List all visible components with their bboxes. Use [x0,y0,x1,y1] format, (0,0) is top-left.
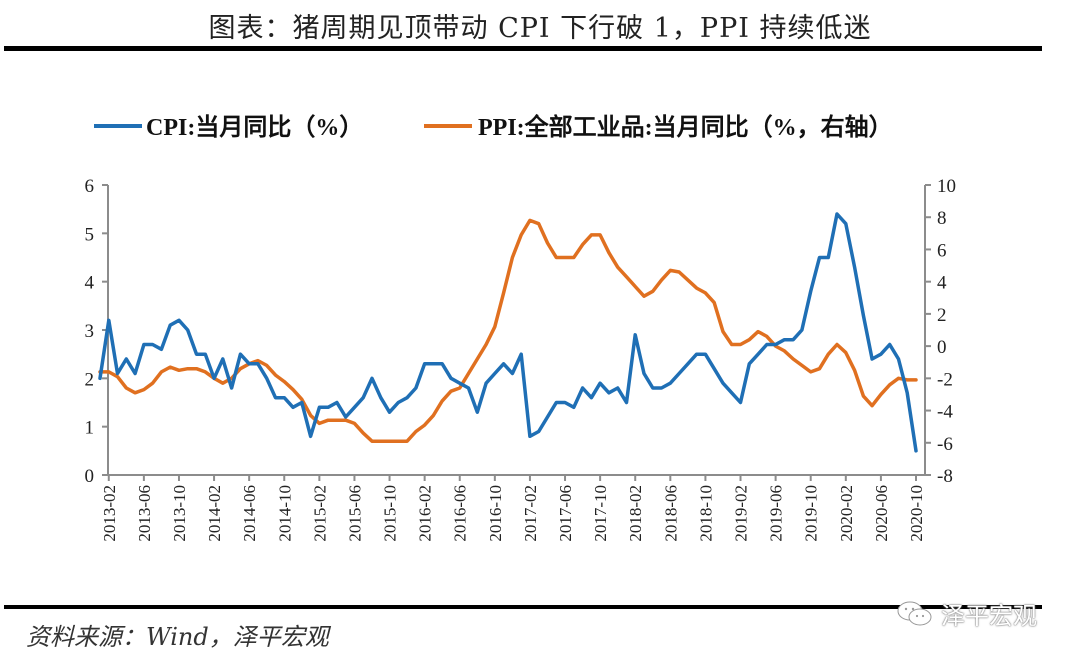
x-tick-label: 2015-10 [381,485,400,542]
left-tick-label: 6 [85,176,95,197]
right-tick-label: -8 [937,466,953,487]
x-tick-label: 2017-06 [556,485,575,542]
x-tick-label: 2020-10 [907,485,926,542]
x-tick-label: 2017-02 [521,485,540,542]
legend: CPI:当月同比（%） PPI:全部工业品:当月同比（%，右轴） [94,113,893,141]
legend-label-cpi: CPI:当月同比（%） [146,114,363,141]
x-tick-label: 2013-06 [135,485,154,542]
series-layer [98,212,918,453]
legend-label-ppi: PPI:全部工业品:当月同比（%，右轴） [478,113,893,141]
x-tick-label: 2017-10 [591,485,610,542]
source-note: 资料来源：Wind，泽平宏观 [26,623,329,651]
x-tick-label: 2014-06 [240,485,259,542]
x-tick-label: 2014-10 [275,485,294,542]
x-tick-label: 2015-02 [310,485,329,542]
right-tick-label: 8 [937,208,947,229]
top-divider [4,46,1042,51]
right-tick-label: -6 [937,434,953,455]
chart: CPI:当月同比（%） PPI:全部工业品:当月同比（%，右轴） 0 1 2 3 4 5 6… [85,113,957,542]
x-tick-label: 2014-02 [205,485,224,542]
x-tick-label: 2013-10 [170,485,189,542]
left-tick-label: 3 [85,321,95,342]
ppi-line [98,218,918,443]
bottom-divider [4,605,1042,609]
x-tick-label: 2013-02 [100,485,119,542]
right-tick-label: -2 [937,369,953,390]
left-tick-label: 0 [85,466,95,487]
x-tick-label: 2018-10 [696,485,715,542]
x-tick-label: 2020-06 [872,485,891,542]
watermark-text: 泽平宏观 [941,602,1037,630]
chart-title: 图表：猪周期见顶带动 CPI 下行破 1，PPI 持续低迷 [208,13,872,44]
x-tick-label: 2015-06 [345,485,364,542]
right-tick-label: 4 [937,273,947,294]
axes: 0 1 2 3 4 5 6 -8 -6 -4 -2 0 2 4 6 8 10 2013-02 2013-06 2013… [85,176,957,542]
left-tick-label: 1 [85,418,95,439]
left-tick-label: 2 [85,369,95,390]
cpi-line [98,212,918,453]
left-tick-label: 4 [85,273,95,294]
left-tick-label: 5 [85,224,95,245]
right-tick-label: 6 [937,240,947,261]
watermark: 泽平宏观 [895,596,1037,631]
x-tick-label: 2016-10 [486,485,505,542]
x-tick-label: 2019-06 [767,485,786,542]
x-tick-label: 2018-06 [661,485,680,542]
right-tick-label: 10 [937,176,956,197]
x-tick-label: 2020-02 [837,485,856,542]
x-tick-label: 2016-02 [416,485,435,542]
x-tick-label: 2016-06 [451,485,470,542]
right-tick-label: 0 [937,337,947,358]
right-tick-label: -4 [937,402,953,423]
wechat-icon [897,601,932,625]
x-tick-label: 2019-02 [732,485,751,542]
x-tick-label: 2018-02 [626,485,645,542]
x-tick-label: 2019-10 [802,485,821,542]
right-tick-label: 2 [937,305,947,326]
